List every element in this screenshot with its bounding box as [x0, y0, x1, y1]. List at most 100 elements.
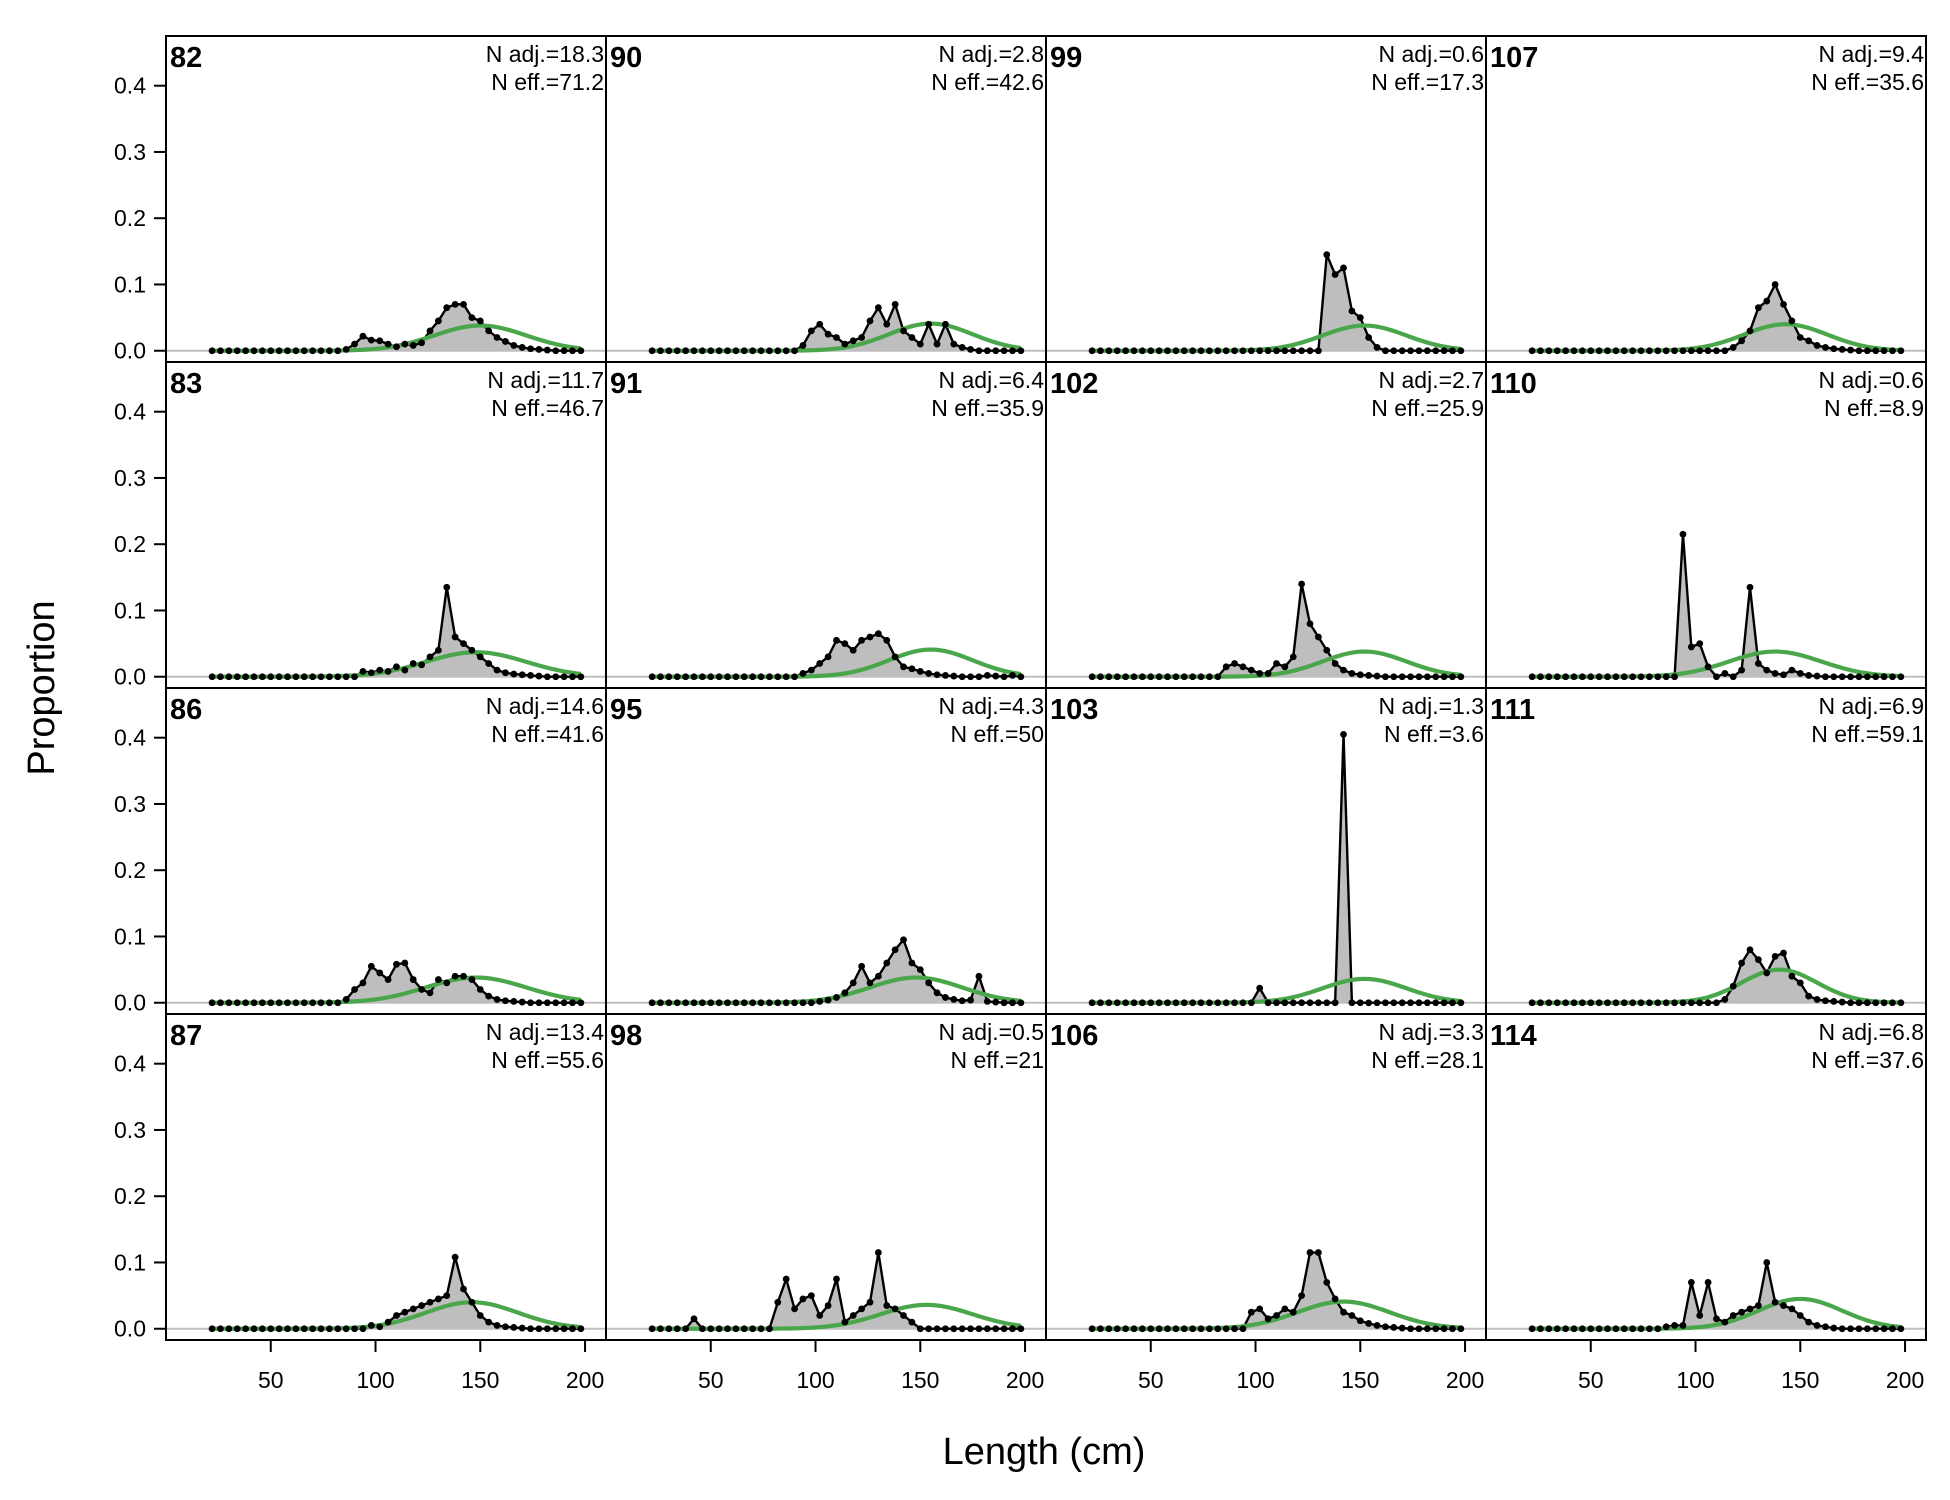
observed-point: [1214, 1325, 1222, 1333]
observed-point: [648, 347, 656, 355]
observed-point: [1256, 1305, 1264, 1313]
observed-point: [418, 339, 426, 347]
observed-point: [367, 1322, 375, 1329]
observed-point: [665, 1325, 673, 1333]
observed-point: [1872, 673, 1880, 681]
observed-area: [652, 939, 1021, 1003]
observed-point: [1155, 999, 1163, 1007]
observed-point: [409, 1305, 417, 1313]
x-axis-1: 50 100 150 200: [166, 1339, 606, 1393]
panel-95: 95 N adj.=4.3N eff.=50: [605, 687, 1047, 1015]
observed-point: [1122, 999, 1130, 1007]
observed-point: [476, 653, 484, 661]
observed-point: [883, 959, 891, 967]
observed-point: [1105, 347, 1113, 355]
observed-point: [1570, 999, 1578, 1007]
observed-point: [1746, 1305, 1754, 1313]
observed-point: [782, 1275, 790, 1283]
y-axis-2: 0.0 0.1 0.2 0.3 0.4: [114, 362, 167, 690]
expected-line: [1532, 649, 1901, 679]
observed-point: [569, 1325, 576, 1333]
observed-point: [1654, 999, 1662, 1007]
observed-point: [401, 1308, 409, 1316]
n-eff-label: N eff.=8.9: [1824, 395, 1924, 421]
observed-point: [233, 347, 241, 355]
observed-point: [900, 663, 907, 671]
observed-point: [1314, 633, 1322, 641]
observed-point: [233, 999, 241, 1007]
observed-point: [552, 1325, 560, 1333]
x-tick-label: 150: [1341, 1367, 1379, 1393]
observed-point: [1805, 1318, 1813, 1326]
observed-point: [468, 1298, 476, 1306]
observed-point: [1180, 673, 1188, 681]
observed-point: [1796, 979, 1804, 987]
expected-line: [1532, 322, 1901, 353]
observed-point: [1763, 1259, 1771, 1266]
observed-point: [1000, 347, 1008, 355]
observed-point: [1340, 1308, 1347, 1316]
observed-point: [460, 300, 467, 308]
observed-point: [1612, 347, 1620, 355]
observed-point: [975, 673, 983, 681]
observed-point: [334, 999, 342, 1007]
observed-point: [1863, 347, 1871, 355]
n-eff-label: N eff.=35.9: [931, 395, 1044, 421]
observed-point: [233, 1325, 241, 1333]
observed-point: [409, 976, 417, 983]
observed-point: [560, 347, 568, 355]
observed-point: [418, 661, 426, 669]
observed-point: [258, 999, 266, 1007]
observed-point: [1796, 670, 1804, 677]
observed-point: [1382, 1323, 1389, 1331]
observed-point: [1545, 347, 1553, 355]
observed-point: [1017, 673, 1025, 681]
observed-point: [975, 1325, 983, 1333]
observed-point: [1009, 1325, 1016, 1333]
observed-point: [665, 673, 673, 681]
observed-point: [1415, 673, 1423, 681]
y-tick-label: 0.4: [114, 399, 146, 425]
observed-point: [1780, 1302, 1787, 1309]
observed-point: [1889, 1325, 1896, 1333]
observed-point: [300, 347, 308, 355]
observed-point: [648, 673, 656, 681]
observed-point: [1687, 643, 1695, 651]
observed-point: [1197, 999, 1205, 1007]
observed-point: [657, 1325, 664, 1333]
observed-point: [284, 1325, 291, 1333]
observed-point: [816, 1312, 824, 1319]
observed-point: [665, 347, 673, 355]
observed-point: [1830, 673, 1838, 681]
observed-point: [1629, 673, 1637, 681]
observed-point: [334, 673, 342, 681]
observed-point: [1398, 999, 1406, 1007]
observed-point: [816, 998, 824, 1005]
panel-106: 106 N adj.=3.3N eff.=28.1: [1045, 1013, 1487, 1341]
observed-point: [1113, 1325, 1121, 1333]
panel-107: 107 N adj.=9.4N eff.=35.6: [1485, 35, 1927, 363]
observed-point: [1306, 999, 1314, 1007]
observed-point: [1721, 670, 1729, 677]
observed-point: [1231, 1325, 1238, 1333]
n-eff-label: N eff.=3.6: [1384, 721, 1484, 747]
observed-point: [1247, 1308, 1255, 1316]
observed-point: [1206, 673, 1213, 681]
observed-point: [1264, 347, 1272, 355]
observed-point: [1281, 1305, 1289, 1313]
observed-point: [1323, 251, 1331, 259]
observed-point: [866, 979, 874, 987]
observed-point: [757, 999, 765, 1007]
observed-point: [1415, 347, 1423, 355]
observed-point: [1009, 347, 1016, 355]
observed-point: [807, 999, 815, 1007]
observed-point: [1113, 347, 1121, 355]
observed-point: [1604, 673, 1611, 681]
observed-point: [673, 673, 681, 681]
observed-point: [292, 999, 300, 1007]
observed-point: [690, 673, 698, 681]
observed-point: [1679, 1322, 1687, 1329]
observed-point: [1172, 999, 1180, 1007]
observed-point: [267, 673, 275, 681]
observed-point: [1239, 347, 1247, 355]
